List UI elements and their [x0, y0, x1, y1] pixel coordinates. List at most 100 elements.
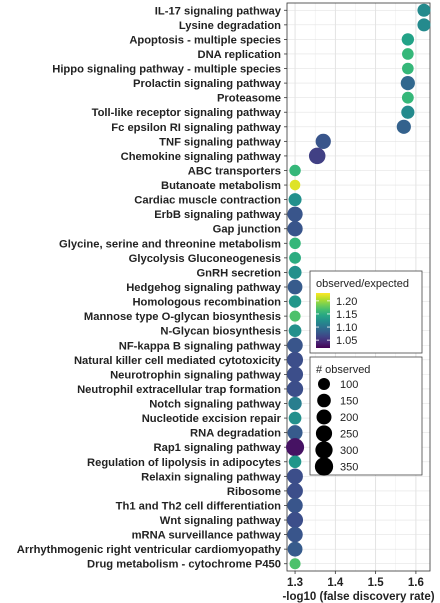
size-legend-dot [317, 393, 331, 408]
data-point [402, 62, 414, 75]
category-label: Notch signaling pathway [149, 399, 282, 411]
category-label: Prolactin signaling pathway [133, 78, 282, 90]
data-point [288, 396, 302, 411]
category-label: Glycine, serine and threonine metabolism [59, 238, 281, 250]
color-bar-label: 1.05 [336, 335, 357, 347]
x-tick-label: 1.4 [327, 577, 344, 589]
category-label: Natural killer cell mediated cytotoxicit… [74, 355, 282, 367]
data-points [286, 3, 431, 570]
category-label: Glycolysis Gluconeogenesis [129, 253, 281, 265]
data-point [287, 425, 303, 441]
category-label: Nucleotide excision repair [142, 413, 282, 425]
data-point [417, 18, 431, 32]
data-point [287, 279, 303, 295]
color-bar-ticks: 1.051.101.151.20 [316, 296, 357, 347]
data-point [286, 380, 304, 398]
color-bar-label: 1.10 [336, 322, 357, 334]
category-label: Lysine degradation [179, 20, 281, 32]
category-label: Drug metabolism - cytochrome P450 [87, 559, 281, 571]
category-label: Cardiac muscle contraction [134, 195, 281, 207]
data-point [287, 206, 303, 222]
size-legend-label: 250 [340, 429, 358, 441]
data-point [289, 179, 301, 191]
category-label: mRNA surveillance pathway [132, 530, 282, 542]
data-point [401, 91, 414, 104]
data-point [286, 438, 305, 457]
category-label: Arrhythmogenic right ventricular cardiom… [17, 544, 282, 556]
size-legend-label: 150 [340, 396, 358, 408]
data-point [287, 497, 303, 514]
data-point [287, 366, 304, 383]
size-legend-label: 200 [340, 412, 358, 424]
category-label: Butanoate metabolism [161, 180, 281, 192]
data-point [401, 33, 415, 46]
data-point [289, 237, 301, 250]
data-point [308, 147, 326, 165]
category-label: Th1 and Th2 cell differentiation [116, 500, 282, 512]
size-legend-title: # observed [316, 364, 370, 376]
category-label: Relaxin signaling pathway [141, 471, 282, 483]
size-legend-items: 100 150 200 250 300 350 [314, 378, 358, 476]
x-axis-ticks: 1.3 1.4 1.5 1.6 [287, 571, 424, 589]
size-legend-dot [315, 425, 333, 442]
size-legend-dot [315, 441, 333, 459]
data-point [287, 351, 304, 368]
size-legend-label: 300 [340, 445, 358, 457]
color-bar [316, 293, 330, 348]
category-label: ErbB signaling pathway [154, 209, 282, 221]
data-point [288, 193, 302, 207]
data-point [288, 455, 302, 469]
category-label: Fc epsilon RI signaling pathway [111, 122, 281, 134]
data-point [287, 221, 303, 237]
data-point [288, 295, 302, 308]
category-label: Hippo signaling pathway - multiple speci… [52, 64, 281, 76]
category-label: Hedgehog signaling pathway [126, 282, 282, 294]
category-label: ABC transporters [188, 165, 281, 177]
category-label: Homologous recombination [132, 297, 281, 309]
data-point [287, 483, 303, 499]
category-label: Neurotrophin signaling pathway [110, 369, 282, 381]
size-legend-label: 100 [340, 379, 358, 391]
data-point [287, 512, 304, 529]
category-label: Wnt signaling pathway [160, 515, 282, 527]
category-label: GnRH secretion [196, 267, 281, 279]
data-point [288, 265, 302, 279]
data-point [287, 541, 303, 557]
data-point [315, 133, 331, 149]
color-legend-title: observed/expected [316, 278, 409, 290]
category-label: DNA replication [197, 49, 281, 61]
data-point [400, 76, 415, 91]
data-point [287, 526, 303, 543]
x-tick-label: 1.6 [408, 577, 424, 589]
data-point [401, 105, 415, 119]
size-legend-dot [318, 378, 330, 390]
color-bar-label: 1.20 [336, 296, 357, 308]
category-label: RNA degradation [190, 428, 281, 440]
category-label: Chemokine signaling pathway [121, 151, 282, 163]
color-bar-label: 1.15 [336, 309, 357, 321]
category-label: Toll-like receptor signaling pathway [92, 107, 282, 119]
data-point [289, 164, 301, 177]
x-axis-title: -log10 (false discovery rate) [282, 591, 434, 603]
data-point [289, 251, 301, 264]
x-tick-label: 1.3 [287, 577, 303, 589]
size-legend: # observed 100 150 200 250 300 350 [309, 356, 423, 476]
size-legend-label: 350 [340, 462, 358, 474]
data-point [288, 324, 302, 338]
data-point [396, 119, 411, 134]
category-label: Apoptosis - multiple species [129, 34, 281, 46]
category-label: Mannose type O-glycan biosynthesis [84, 311, 281, 323]
size-legend-dot [316, 409, 332, 425]
category-label: NF-kappa B signaling pathway [119, 340, 282, 352]
data-point [289, 558, 301, 570]
category-label: Rap1 signaling pathway [154, 442, 282, 454]
category-label: Regulation of lipolysis in adipocytes [87, 457, 281, 469]
category-label: TNF signaling pathway [159, 136, 282, 148]
category-label: Proteasome [217, 93, 281, 105]
size-legend-dot [314, 457, 334, 476]
data-point [402, 48, 414, 60]
color-legend: observed/expected 1.051.101.151.20 [309, 270, 423, 354]
category-label: Neutrophil extracellular trap formation [77, 384, 281, 396]
data-point [287, 337, 303, 353]
